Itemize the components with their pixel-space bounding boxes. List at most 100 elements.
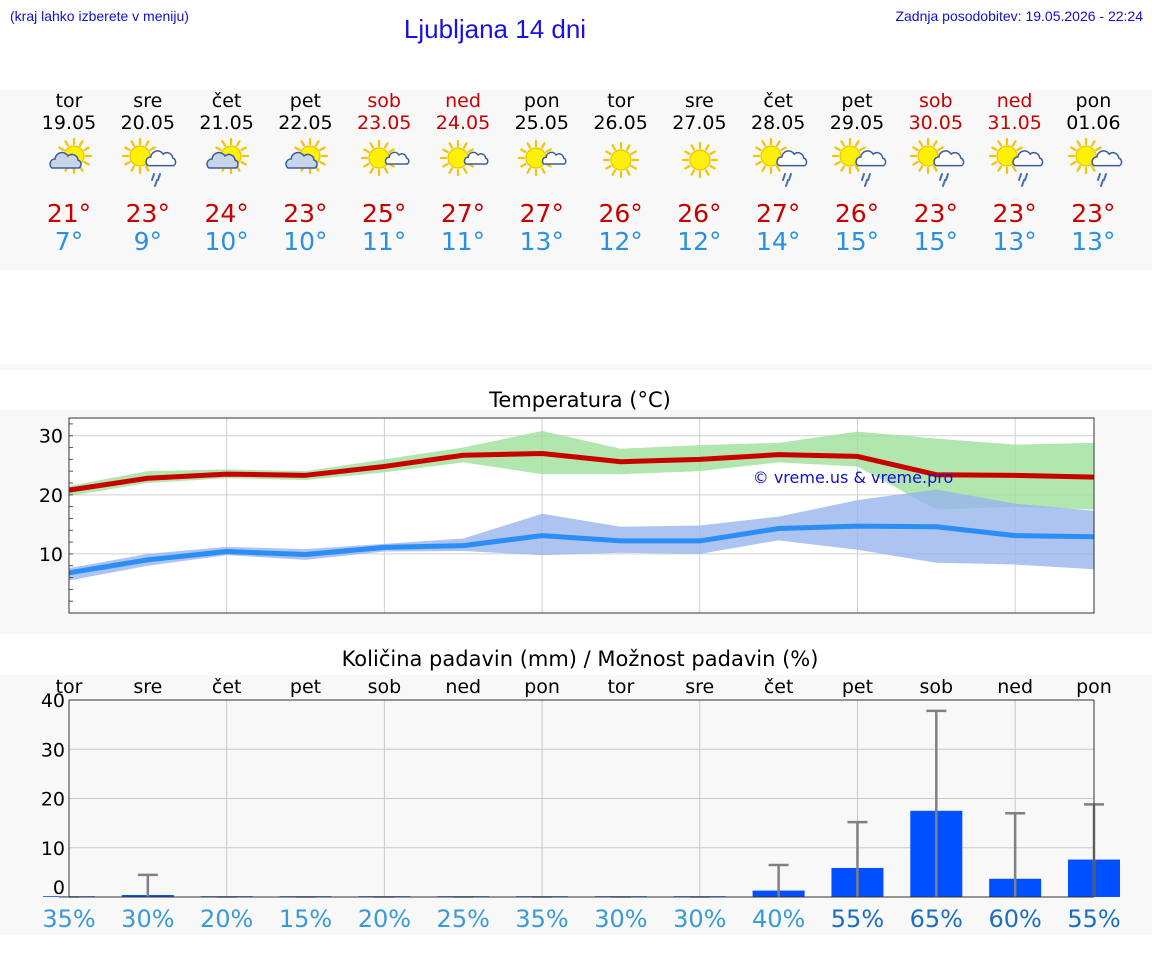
y-tick-label: 10 <box>39 544 63 566</box>
max-temperature: 27° <box>519 199 564 228</box>
sun-rain-cloud-icon <box>752 137 807 187</box>
min-temperature: 13° <box>992 227 1037 256</box>
precipitation-chart-title: Količina padavin (mm) / Možnost padavin … <box>341 647 819 671</box>
min-temperature: 12° <box>677 227 722 256</box>
sun-rain-cloud-icon <box>1067 137 1123 187</box>
day-column: tor 19.05 21° 7° <box>30 90 109 256</box>
temperature-chart: 10 20 30 © vreme.us & vreme.pro <box>39 417 1095 614</box>
day-name: pon <box>523 90 560 112</box>
precipitation-chance: 30% <box>121 905 174 933</box>
day-date: 24.05 <box>435 112 491 134</box>
day-date: 31.05 <box>987 112 1042 134</box>
plot-frame <box>68 417 1095 614</box>
day-label: tor <box>607 676 634 698</box>
min-temperature: 13° <box>1071 227 1116 256</box>
day-name: čet <box>763 90 793 112</box>
day-label: tor <box>56 676 83 698</box>
day-column: ned 24.05 27° 11° <box>424 90 503 256</box>
min-temperature: 14° <box>756 227 801 256</box>
min-temperature-band <box>69 489 1094 581</box>
precipitation-chart: tor sre čet pet sob ned pon tor sre čet pet sob ned p… <box>41 676 1121 933</box>
day-label: pon <box>524 676 560 698</box>
day-name: čet <box>211 90 242 112</box>
day-column: pon 25.05 27° 13° <box>502 90 581 256</box>
last-update-timestamp: Zadnja posodobitev: 19.05.2026 - 22:24 <box>895 8 1143 24</box>
daily-forecast-strip: tor 19.05 21° 7° sre 20.05 23° 9° čet 21.05 24° 10°… <box>0 90 1152 270</box>
max-temperature: 26° <box>834 199 880 228</box>
sun-small-cloud-icon <box>360 139 410 177</box>
day-label: pet <box>290 676 321 698</box>
sun-rain-cloud-icon <box>988 137 1044 187</box>
day-date: 23.05 <box>356 112 412 134</box>
min-temperature: 10° <box>204 227 249 256</box>
precipitation-chance: 35% <box>515 905 568 933</box>
day-label: pet <box>842 676 873 698</box>
precipitation-chance: 55% <box>831 905 884 933</box>
precipitation-chance: 20% <box>358 905 411 933</box>
day-label: sob <box>920 676 954 698</box>
day-label: pon <box>1076 676 1112 698</box>
sun-shape <box>681 141 718 179</box>
watermark: © vreme.us & vreme.pro <box>753 468 954 487</box>
day-name: sre <box>684 90 714 112</box>
sun-icon <box>602 141 640 179</box>
day-name: pon <box>1075 90 1112 112</box>
max-temperature: 25° <box>362 199 407 228</box>
day-date: 22.05 <box>278 112 333 134</box>
precipitation-chance: 40% <box>752 905 805 933</box>
day-column: sob 23.05 25° 11° <box>345 90 424 256</box>
sun-shape <box>1067 137 1104 175</box>
max-temperature: 23° <box>913 199 958 228</box>
day-date: 20.05 <box>120 112 175 134</box>
day-column: sre 20.05 23° 9° <box>108 90 187 256</box>
day-label: sob <box>368 676 402 698</box>
day-column: pet 22.05 23° 10° <box>266 90 345 256</box>
y-tick-label: 40 <box>41 690 65 712</box>
rain-drops <box>1018 173 1029 187</box>
y-tick-label: 0 <box>53 877 65 899</box>
day-name: pet <box>841 90 873 112</box>
max-temperature: 24° <box>204 199 249 228</box>
precipitation-chance: 25% <box>437 905 490 933</box>
temperature-chart-title: Temperatura (°C) <box>489 388 671 412</box>
precipitation-chance: 35% <box>42 905 95 933</box>
precipitation-chance: 20% <box>200 905 253 933</box>
day-name: tor <box>607 90 635 112</box>
day-date: 21.05 <box>199 112 254 134</box>
day-name: sre <box>133 90 163 112</box>
day-date: 25.05 <box>514 112 569 134</box>
sun-shape <box>439 139 476 177</box>
page-title: Ljubljana 14 dni <box>403 14 587 44</box>
sun-cloud-icon <box>206 137 250 175</box>
precipitation-chance: 55% <box>1067 905 1120 933</box>
day-column: čet 28.05 27° 14° <box>739 90 818 256</box>
cloud-shape <box>933 150 965 167</box>
sun-small-cloud-icon <box>518 139 567 177</box>
precipitation-chance: 30% <box>594 905 647 933</box>
max-temperature: 26° <box>677 199 722 228</box>
day-date: 30.05 <box>908 112 963 134</box>
precipitation-chance: 30% <box>673 905 726 933</box>
location-menu-hint[interactable]: (kraj lahko izberete v meniju) <box>10 8 189 24</box>
rain-drops <box>1096 173 1107 187</box>
max-temperature: 23° <box>992 199 1037 228</box>
max-temperature: 23° <box>1071 199 1116 228</box>
sun-small-cloud-icon <box>439 139 488 177</box>
day-name: ned <box>996 90 1033 112</box>
day-name: ned <box>445 90 481 112</box>
y-tick-label: 30 <box>39 426 63 448</box>
min-temperature: 9° <box>133 227 162 256</box>
sun-shape <box>122 137 159 175</box>
sun-icon <box>681 141 718 179</box>
separator-band <box>0 364 1152 370</box>
day-name: tor <box>55 90 83 112</box>
day-date: 28.05 <box>750 112 806 134</box>
sun-rain-cloud-icon <box>831 137 886 187</box>
rain-drops <box>939 173 950 187</box>
max-temperature: 26° <box>598 199 643 228</box>
day-label: čet <box>764 676 794 698</box>
min-temperature-line <box>68 523 1095 576</box>
sun-rain-cloud-icon <box>910 137 965 187</box>
cloud-shape <box>145 150 177 167</box>
min-temperature: 15° <box>834 227 880 256</box>
